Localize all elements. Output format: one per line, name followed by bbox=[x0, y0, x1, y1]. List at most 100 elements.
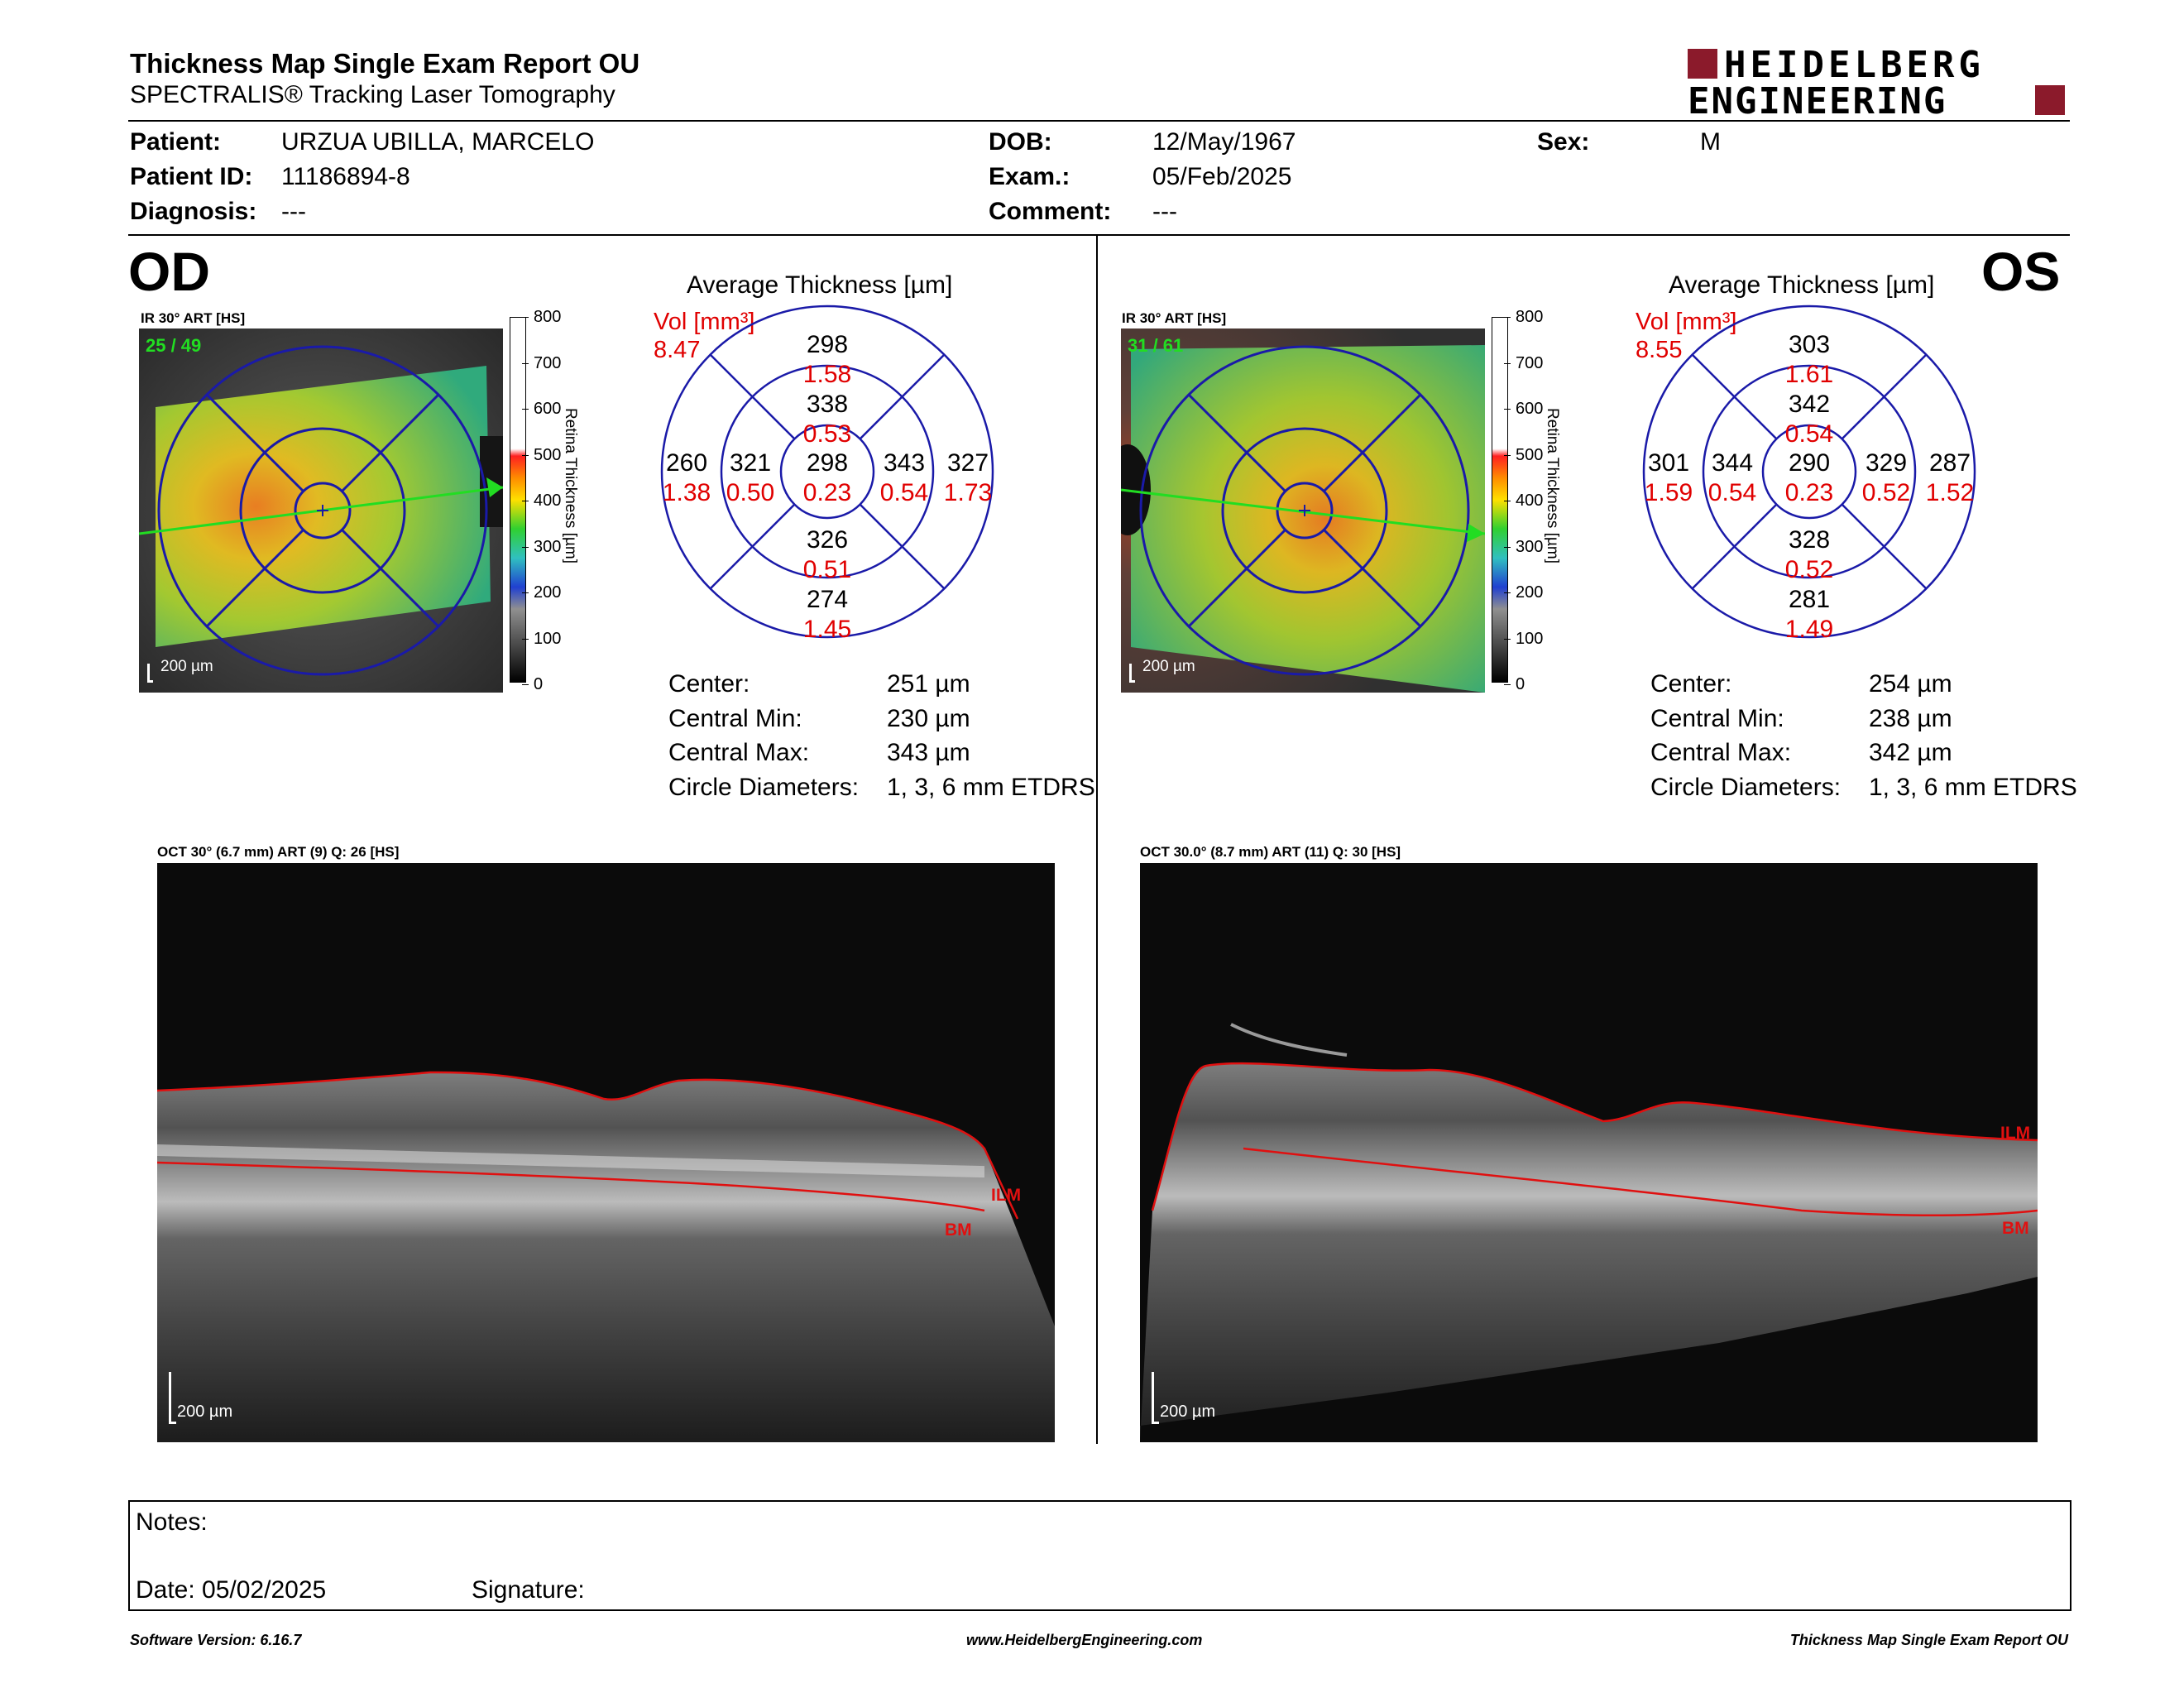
od-grid-inner-bottom-volume: 0.51 bbox=[802, 556, 852, 583]
notes-label: Notes: bbox=[136, 1508, 208, 1536]
os-ilm-label: ILM bbox=[2000, 1124, 2031, 1143]
os-grid-inner-top-volume: 0.54 bbox=[1784, 420, 1834, 448]
od-vol-label: Vol [mm³] bbox=[654, 309, 755, 335]
od-grid-inner-top-volume: 0.53 bbox=[802, 420, 852, 448]
os-scale: 200 µm bbox=[1142, 658, 1195, 675]
od-oct-label: OCT 30° (6.7 mm) ART (9) Q: 26 [HS] bbox=[157, 844, 400, 860]
od-colorbar-tick-mark bbox=[522, 317, 529, 318]
od-colorbar-tick: 800 bbox=[534, 308, 562, 326]
od-oct-svg bbox=[157, 1071, 1055, 1442]
os-grid-outer-right-volume: 1.52 bbox=[1925, 479, 1975, 506]
os-colorbar-tick: 700 bbox=[1516, 353, 1544, 372]
od-scale: 200 µm bbox=[160, 658, 213, 675]
od-max-value: 343 µm bbox=[887, 739, 970, 766]
os-grid-inner-right-thickness: 329 bbox=[1865, 449, 1908, 477]
od-scale-bar-icon bbox=[147, 664, 153, 683]
od-colorbar-tick: 500 bbox=[534, 445, 562, 464]
logo-square-top bbox=[1688, 49, 1717, 79]
logo-line1: HEIDELBERG bbox=[1724, 44, 1985, 86]
od-grid-inner-top-thickness: 338 bbox=[806, 391, 849, 418]
os-fundus-map: 31 / 61 200 µm bbox=[1121, 328, 1485, 693]
os-colorbar-tick: 100 bbox=[1516, 629, 1544, 648]
patient-label: Patient: bbox=[130, 128, 222, 156]
logo-square-bottom bbox=[2035, 85, 2065, 115]
date-label: Date: 05/02/2025 bbox=[136, 1576, 327, 1604]
od-grid-outer-bottom-thickness: 274 bbox=[806, 586, 849, 613]
od-grid-outer-top-thickness: 298 bbox=[806, 331, 849, 358]
os-grid-outer-left-thickness: 301 bbox=[1647, 449, 1690, 477]
od-colorbar-tick-mark bbox=[522, 546, 529, 548]
footer-website[interactable]: www.HeidelbergEngineering.com bbox=[966, 1632, 1203, 1648]
os-grid-outer-top-thickness: 303 bbox=[1788, 331, 1831, 358]
os-colorbar-tick-mark bbox=[1504, 454, 1511, 456]
os-thickness-map-svg bbox=[1121, 328, 1485, 693]
logo-line2: ENGINEERING bbox=[1688, 80, 1947, 122]
od-ilm-label: ILM bbox=[991, 1186, 1022, 1205]
od-colorbar-tick-mark bbox=[522, 454, 529, 456]
os-ir-label: IR 30° ART [HS] bbox=[1122, 310, 1227, 326]
os-vol-label: Vol [mm³] bbox=[1636, 309, 1737, 335]
od-oct-scan: ILM BM 200 µm bbox=[157, 863, 1055, 1442]
od-colorbar-tick-mark bbox=[522, 362, 529, 364]
od-grid-outer-bottom-volume: 1.45 bbox=[802, 616, 852, 643]
os-diam-value: 1, 3, 6 mm ETDRS bbox=[1869, 774, 2077, 801]
os-grid-outer-right-thickness: 287 bbox=[1928, 449, 1971, 477]
os-etdrs-grid bbox=[1642, 305, 1976, 639]
os-colorbar-tick: 600 bbox=[1516, 400, 1544, 418]
od-frames: 25 / 49 bbox=[146, 335, 202, 356]
os-grid-inner-bottom-volume: 0.52 bbox=[1784, 556, 1834, 583]
od-grid-outer-right-volume: 1.73 bbox=[943, 479, 993, 506]
od-bm-label: BM bbox=[945, 1220, 972, 1240]
od-center-value: 251 µm bbox=[887, 670, 970, 698]
os-oct-label: OCT 30.0° (8.7 mm) ART (11) Q: 30 [HS] bbox=[1140, 844, 1401, 860]
diagnosis-label: Diagnosis: bbox=[130, 198, 257, 225]
os-grid-inner-top-thickness: 342 bbox=[1788, 391, 1831, 418]
notes-box[interactable]: Notes: Date: 05/02/2025 Signature: bbox=[128, 1500, 2071, 1611]
os-bm-label: BM bbox=[2002, 1219, 2029, 1238]
od-fundus-map: 25 / 49 200 µm bbox=[139, 328, 503, 693]
diagnosis-value: --- bbox=[281, 198, 306, 225]
od-grid-outer-left-volume: 1.38 bbox=[662, 479, 711, 506]
os-grid-outer-top-volume: 1.61 bbox=[1784, 361, 1834, 388]
header-rule-top bbox=[128, 120, 2070, 122]
od-colorbar-tick: 400 bbox=[534, 492, 562, 510]
os-colorbar-tick-mark bbox=[1504, 592, 1511, 593]
od-thickness-map-svg bbox=[139, 328, 503, 693]
od-min-value: 230 µm bbox=[887, 705, 970, 732]
report-subtitle: SPECTRALIS® Tracking Laser Tomography bbox=[130, 81, 615, 108]
heidelberg-logo: HEIDELBERG ENGINEERING bbox=[1688, 44, 2068, 122]
od-oct-scale: 200 µm bbox=[177, 1403, 233, 1421]
center-divider bbox=[1096, 236, 1098, 1444]
od-colorbar-tick: 300 bbox=[534, 537, 562, 556]
os-diam-label: Circle Diameters: bbox=[1650, 774, 1842, 801]
os-max-value: 342 µm bbox=[1869, 739, 1952, 766]
od-grid-center-volume: 0.23 bbox=[802, 479, 852, 506]
os-avg-title: Average Thickness [µm] bbox=[1669, 271, 1935, 299]
os-grid-inner-left-volume: 0.54 bbox=[1707, 479, 1757, 506]
od-colorbar-tick: 600 bbox=[534, 400, 562, 418]
os-colorbar-tick-mark bbox=[1504, 684, 1511, 685]
patient-id-label: Patient ID: bbox=[130, 163, 253, 190]
os-vol-value: 8.55 bbox=[1636, 337, 1683, 363]
eye-label-od: OD bbox=[128, 241, 210, 302]
signature-label: Signature: bbox=[472, 1576, 585, 1604]
os-center-label: Center: bbox=[1650, 670, 1732, 698]
od-grid-inner-right-thickness: 343 bbox=[883, 449, 926, 477]
comment-label: Comment: bbox=[989, 198, 1112, 225]
os-grid-center-thickness: 290 bbox=[1788, 449, 1831, 477]
od-grid-outer-right-thickness: 327 bbox=[946, 449, 989, 477]
od-diam-label: Circle Diameters: bbox=[668, 774, 860, 801]
dob-value: 12/May/1967 bbox=[1152, 128, 1296, 156]
os-colorbar-tick: 200 bbox=[1516, 583, 1544, 602]
od-colorbar-tick: 700 bbox=[534, 353, 562, 372]
os-colorbar-tick-mark bbox=[1504, 638, 1511, 640]
exam-label: Exam.: bbox=[989, 163, 1070, 190]
header-rule-bottom bbox=[128, 234, 2070, 236]
dob-label: DOB: bbox=[989, 128, 1052, 156]
od-colorbar-tick-mark bbox=[522, 638, 529, 640]
os-scale-bar-icon bbox=[1129, 664, 1135, 683]
os-oct-svg bbox=[1140, 1023, 2038, 1442]
os-grid-outer-bottom-thickness: 281 bbox=[1788, 586, 1831, 613]
od-grid-outer-top-volume: 1.58 bbox=[802, 361, 852, 388]
od-grid-inner-left-thickness: 321 bbox=[729, 449, 772, 477]
